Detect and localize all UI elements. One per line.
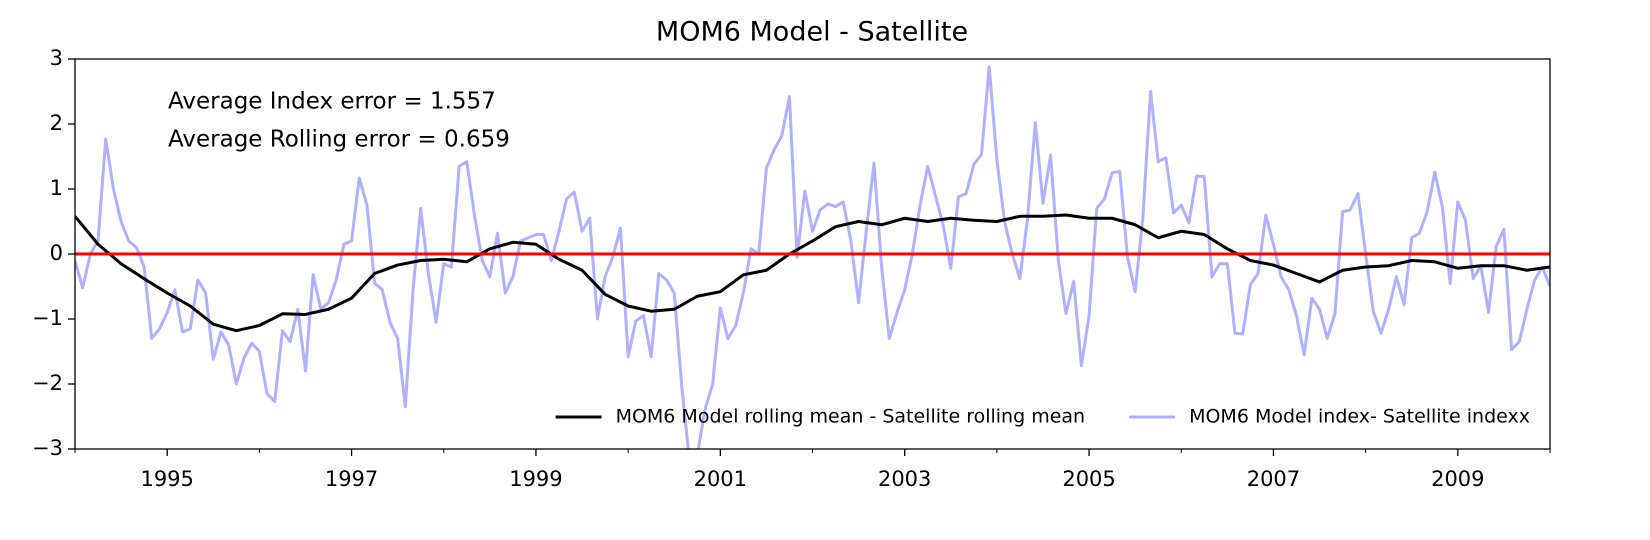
annotation: Average Index error = 1.557: [168, 89, 496, 115]
x-tick-label: 1995: [140, 467, 193, 491]
legend-label: MOM6 Model index- Satellite indexx: [1189, 406, 1530, 428]
y-tick-label: −1: [32, 306, 63, 330]
x-tick-label: 2005: [1062, 467, 1115, 491]
x-tick-label: 2001: [694, 467, 747, 491]
y-tick-label: −2: [32, 371, 63, 395]
y-tick-label: 2: [50, 111, 63, 135]
x-tick-label: 1997: [325, 467, 378, 491]
chart-title: MOM6 Model - Satellite: [656, 17, 968, 48]
y-tick-label: 3: [50, 46, 63, 70]
x-tick-label: 2007: [1247, 467, 1300, 491]
x-tick-label: 2009: [1431, 467, 1484, 491]
x-tick-label: 2003: [878, 467, 931, 491]
data-line: [75, 213, 1550, 333]
x-tick-label: 1999: [509, 467, 562, 491]
y-tick-label: −3: [32, 436, 63, 460]
y-tick-label: 1: [50, 176, 63, 200]
plot-area: [75, 65, 1550, 449]
annotation: Average Rolling error = 0.659: [168, 127, 510, 153]
data-line: [75, 65, 1550, 449]
legend-label: MOM6 Model rolling mean - Satellite roll…: [616, 406, 1086, 428]
y-tick-label: 0: [50, 241, 63, 265]
